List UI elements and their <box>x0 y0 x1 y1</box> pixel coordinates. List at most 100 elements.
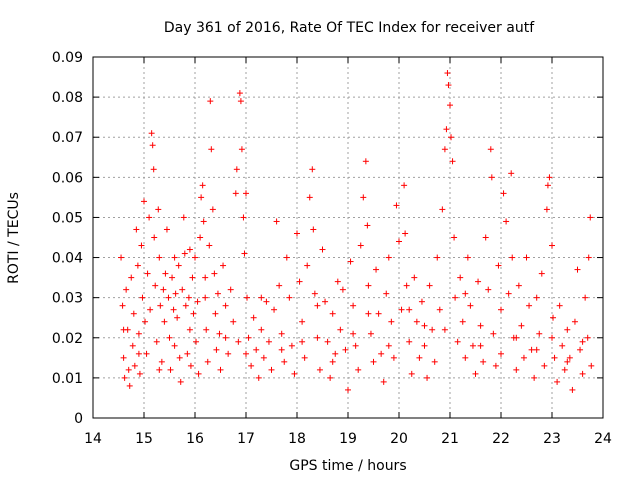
x-tick-label: 20 <box>390 431 408 447</box>
x-tick-label: 16 <box>186 431 204 447</box>
data-point <box>350 330 357 337</box>
data-point <box>134 262 141 269</box>
data-point <box>208 146 215 153</box>
data-point <box>209 206 216 213</box>
data-point <box>513 366 520 373</box>
data-point <box>508 170 515 177</box>
data-point <box>385 254 392 261</box>
data-point <box>202 274 209 281</box>
data-point <box>138 242 145 249</box>
data-point <box>171 342 178 349</box>
data-point <box>388 318 395 325</box>
data-point <box>505 290 512 297</box>
data-point <box>477 342 484 349</box>
data-point <box>283 254 290 261</box>
data-point <box>549 242 555 249</box>
data-point <box>174 314 181 321</box>
data-point <box>225 350 232 357</box>
data-point <box>487 146 494 153</box>
data-point <box>526 302 533 309</box>
data-point <box>367 330 374 337</box>
data-point <box>135 350 142 357</box>
data-point <box>350 302 357 309</box>
data-point <box>248 362 255 369</box>
data-point <box>345 386 351 393</box>
data-point <box>329 358 336 365</box>
y-tick-label: 0.02 <box>52 331 83 347</box>
data-point <box>584 334 591 341</box>
data-point <box>498 350 504 357</box>
data-point <box>128 274 135 281</box>
data-point <box>585 254 592 261</box>
data-point <box>157 302 164 309</box>
data-point <box>171 254 178 261</box>
x-axis-ticks: 14 15 16 17 18 19 20 21 22 23 24 <box>84 57 612 447</box>
data-point <box>579 370 586 377</box>
data-point <box>273 218 280 225</box>
data-point <box>286 294 293 301</box>
data-point <box>500 190 507 197</box>
x-tick-label: 15 <box>135 431 153 447</box>
data-point <box>482 234 489 241</box>
x-tick-label: 23 <box>543 431 561 447</box>
data-point <box>120 326 127 333</box>
data-point <box>402 230 409 237</box>
data-point <box>143 350 150 357</box>
data-point <box>299 338 306 345</box>
data-point <box>549 334 555 341</box>
data-point <box>445 82 452 89</box>
data-point <box>244 294 251 301</box>
x-tick-label: 21 <box>441 431 459 447</box>
data-point <box>515 282 522 289</box>
data-point <box>441 146 448 153</box>
data-point <box>403 282 410 289</box>
data-point <box>187 362 194 369</box>
data-point <box>306 194 313 201</box>
data-point <box>469 342 476 349</box>
data-point <box>485 286 492 293</box>
data-point <box>133 226 140 233</box>
data-point <box>213 346 220 353</box>
data-point <box>206 242 213 249</box>
data-point <box>564 358 571 365</box>
data-point <box>472 370 479 377</box>
data-point <box>155 206 162 213</box>
data-point <box>216 330 223 337</box>
data-point <box>480 358 487 365</box>
data-point <box>457 274 464 281</box>
y-tick-label: 0.07 <box>52 130 83 146</box>
data-point <box>383 290 390 297</box>
data-point <box>301 354 308 361</box>
data-point <box>406 338 413 345</box>
data-point <box>278 330 285 337</box>
data-point <box>182 302 189 309</box>
data-point <box>142 318 149 325</box>
data-point <box>166 334 173 341</box>
data-point <box>550 314 557 321</box>
data-point <box>533 346 540 353</box>
data-point <box>411 274 418 281</box>
data-point <box>144 270 151 277</box>
y-tick-label: 0.08 <box>52 90 83 106</box>
data-point <box>451 234 458 241</box>
data-point <box>291 370 298 377</box>
data-point <box>152 282 159 289</box>
data-point <box>421 322 428 329</box>
data-point <box>193 338 200 345</box>
data-point <box>541 362 548 369</box>
data-point <box>569 386 576 393</box>
data-point <box>170 306 177 313</box>
data-point <box>151 234 158 241</box>
data-point <box>185 294 192 301</box>
data-point <box>268 366 275 373</box>
data-point <box>449 158 456 165</box>
data-point <box>156 366 163 373</box>
data-point <box>454 338 461 345</box>
data-point <box>365 310 372 317</box>
data-point <box>339 286 346 293</box>
data-point <box>467 302 474 309</box>
data-point <box>214 290 221 297</box>
data-point <box>355 366 362 373</box>
data-point <box>135 330 142 337</box>
